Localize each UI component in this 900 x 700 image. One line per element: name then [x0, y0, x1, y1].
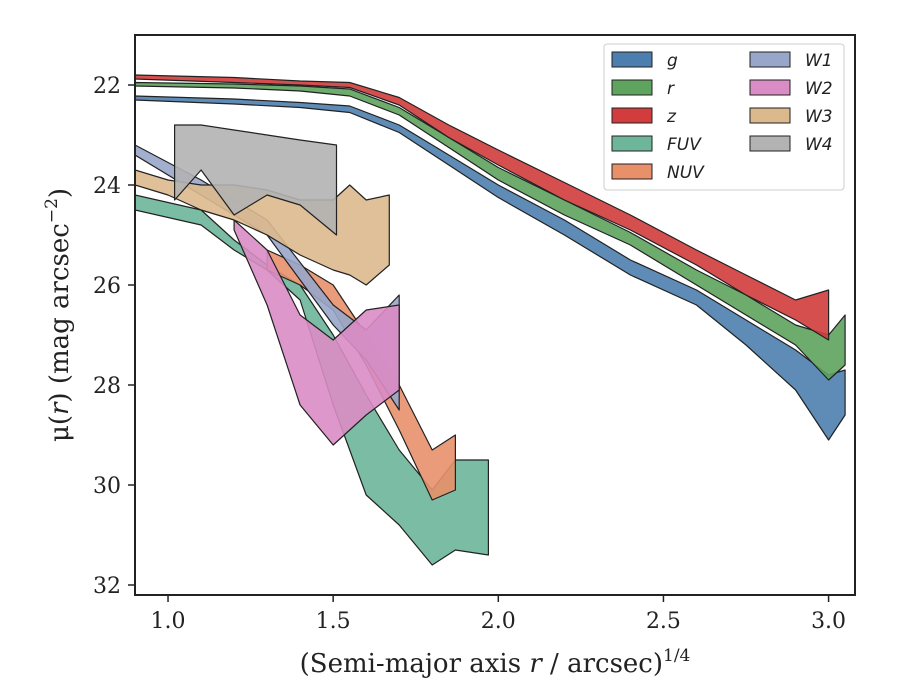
y-tick-label: 22: [93, 74, 121, 99]
legend-label-r: r: [667, 79, 675, 99]
y-tick-label: 28: [93, 374, 121, 399]
series-layer: [135, 74, 846, 566]
legend: grz FUV NUV W1 W2 W3 W4: [603, 43, 845, 191]
legend-label-w1: W1: [805, 51, 833, 71]
legend-label-z: z: [666, 107, 677, 127]
legend-label-w2: W2: [805, 79, 833, 99]
series-band-g: [135, 95, 846, 441]
x-tick-label: 2.0: [481, 609, 516, 634]
legend-swatch-w4: [749, 135, 791, 152]
x-tick-label: 3.0: [811, 609, 846, 634]
x-axis-title: (Semi-major axis r / arcsec)1/4: [300, 646, 691, 679]
y-axis-title-var: r: [45, 401, 75, 415]
y-tick-label: 24: [93, 174, 121, 199]
legend-swatch-r: [611, 79, 653, 96]
legend-label-fuv: FUV: [667, 135, 702, 155]
y-axis-title-sup: −2: [42, 198, 62, 223]
y-tick-label: 30: [93, 474, 121, 499]
y-axis-title: μ(r) (mag arcsec−2): [42, 188, 75, 442]
legend-swatch-z: [611, 107, 653, 124]
x-axis-title-suffix: / arcsec): [542, 649, 663, 679]
legend-swatch-w2: [749, 79, 791, 96]
x-axis-title-var: r: [529, 649, 543, 679]
plot-frame: [134, 34, 856, 596]
y-axis-title-mu: μ(: [45, 415, 75, 442]
legend-swatch-nuv: [611, 163, 653, 180]
x-tick-label: 1.0: [151, 609, 186, 634]
legend-label-w4: W4: [805, 135, 833, 155]
legend-items: grz FUV NUV W1 W2 W3 W4: [611, 51, 833, 183]
x-tick-label: 1.5: [316, 609, 351, 634]
legend-label-w3: W3: [805, 107, 833, 127]
x-tick-label: 2.5: [646, 609, 681, 634]
legend-label-g: g: [667, 51, 678, 71]
series-band-r: [135, 81, 846, 381]
x-axis-title-prefix: (Semi-major axis: [300, 649, 530, 679]
series-band-w2: [233, 219, 400, 446]
x-axis-title-sup: 1/4: [663, 646, 690, 666]
legend-swatch-fuv: [611, 135, 653, 152]
legend-label-nuv: NUV: [667, 163, 705, 183]
y-tick-label: 32: [93, 574, 121, 599]
legend-swatch-g: [611, 51, 653, 68]
series-band-z: [135, 74, 830, 341]
y-axis-title-close: ): [45, 188, 75, 198]
y-axis-title-rest: ) (mag arcsec: [45, 223, 75, 402]
ticks-layer: 1.0 1.5 2.0 2.5 3.0 22 24 26 28 30 32: [93, 74, 846, 634]
y-tick-label: 26: [93, 274, 121, 299]
legend-swatch-w3: [749, 107, 791, 124]
series-band-w4: [174, 124, 338, 236]
legend-swatch-w1: [749, 51, 791, 68]
